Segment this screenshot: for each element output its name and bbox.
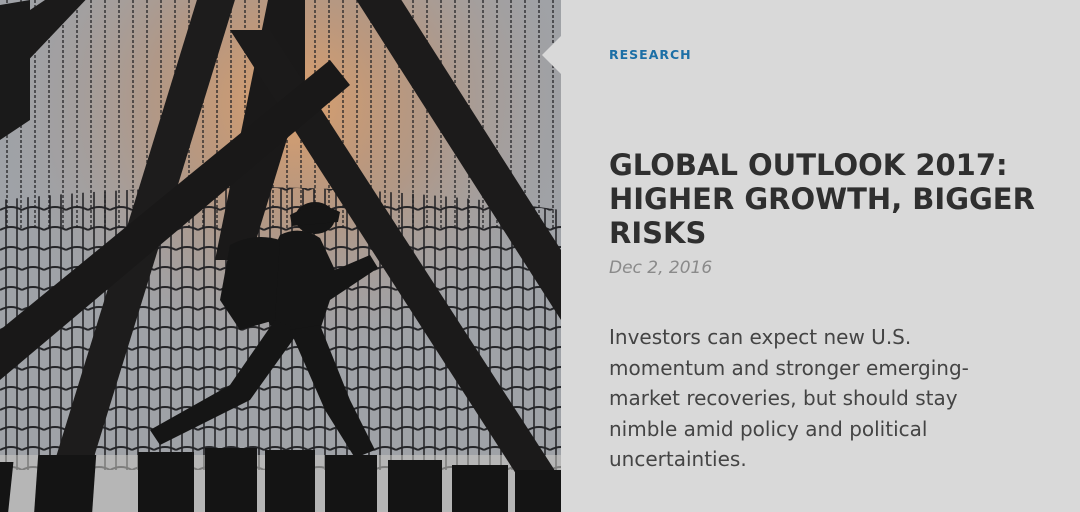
climber-silhouette: [150, 202, 378, 458]
hero-illustration: [0, 0, 561, 512]
article-title[interactable]: GLOBAL OUTLOOK 2017: HIGHER GROWTH, BIGG…: [609, 148, 1035, 250]
article-date: Dec 2, 2016: [609, 258, 713, 278]
hero-image[interactable]: [0, 0, 561, 512]
category-link[interactable]: RESEARCH: [609, 47, 692, 62]
article-text-panel: RESEARCH GLOBAL OUTLOOK 2017: HIGHER GRO…: [542, 0, 1080, 512]
panel-pointer: [542, 36, 561, 74]
article-summary: Investors can expect new U.S. momentum a…: [609, 325, 969, 471]
